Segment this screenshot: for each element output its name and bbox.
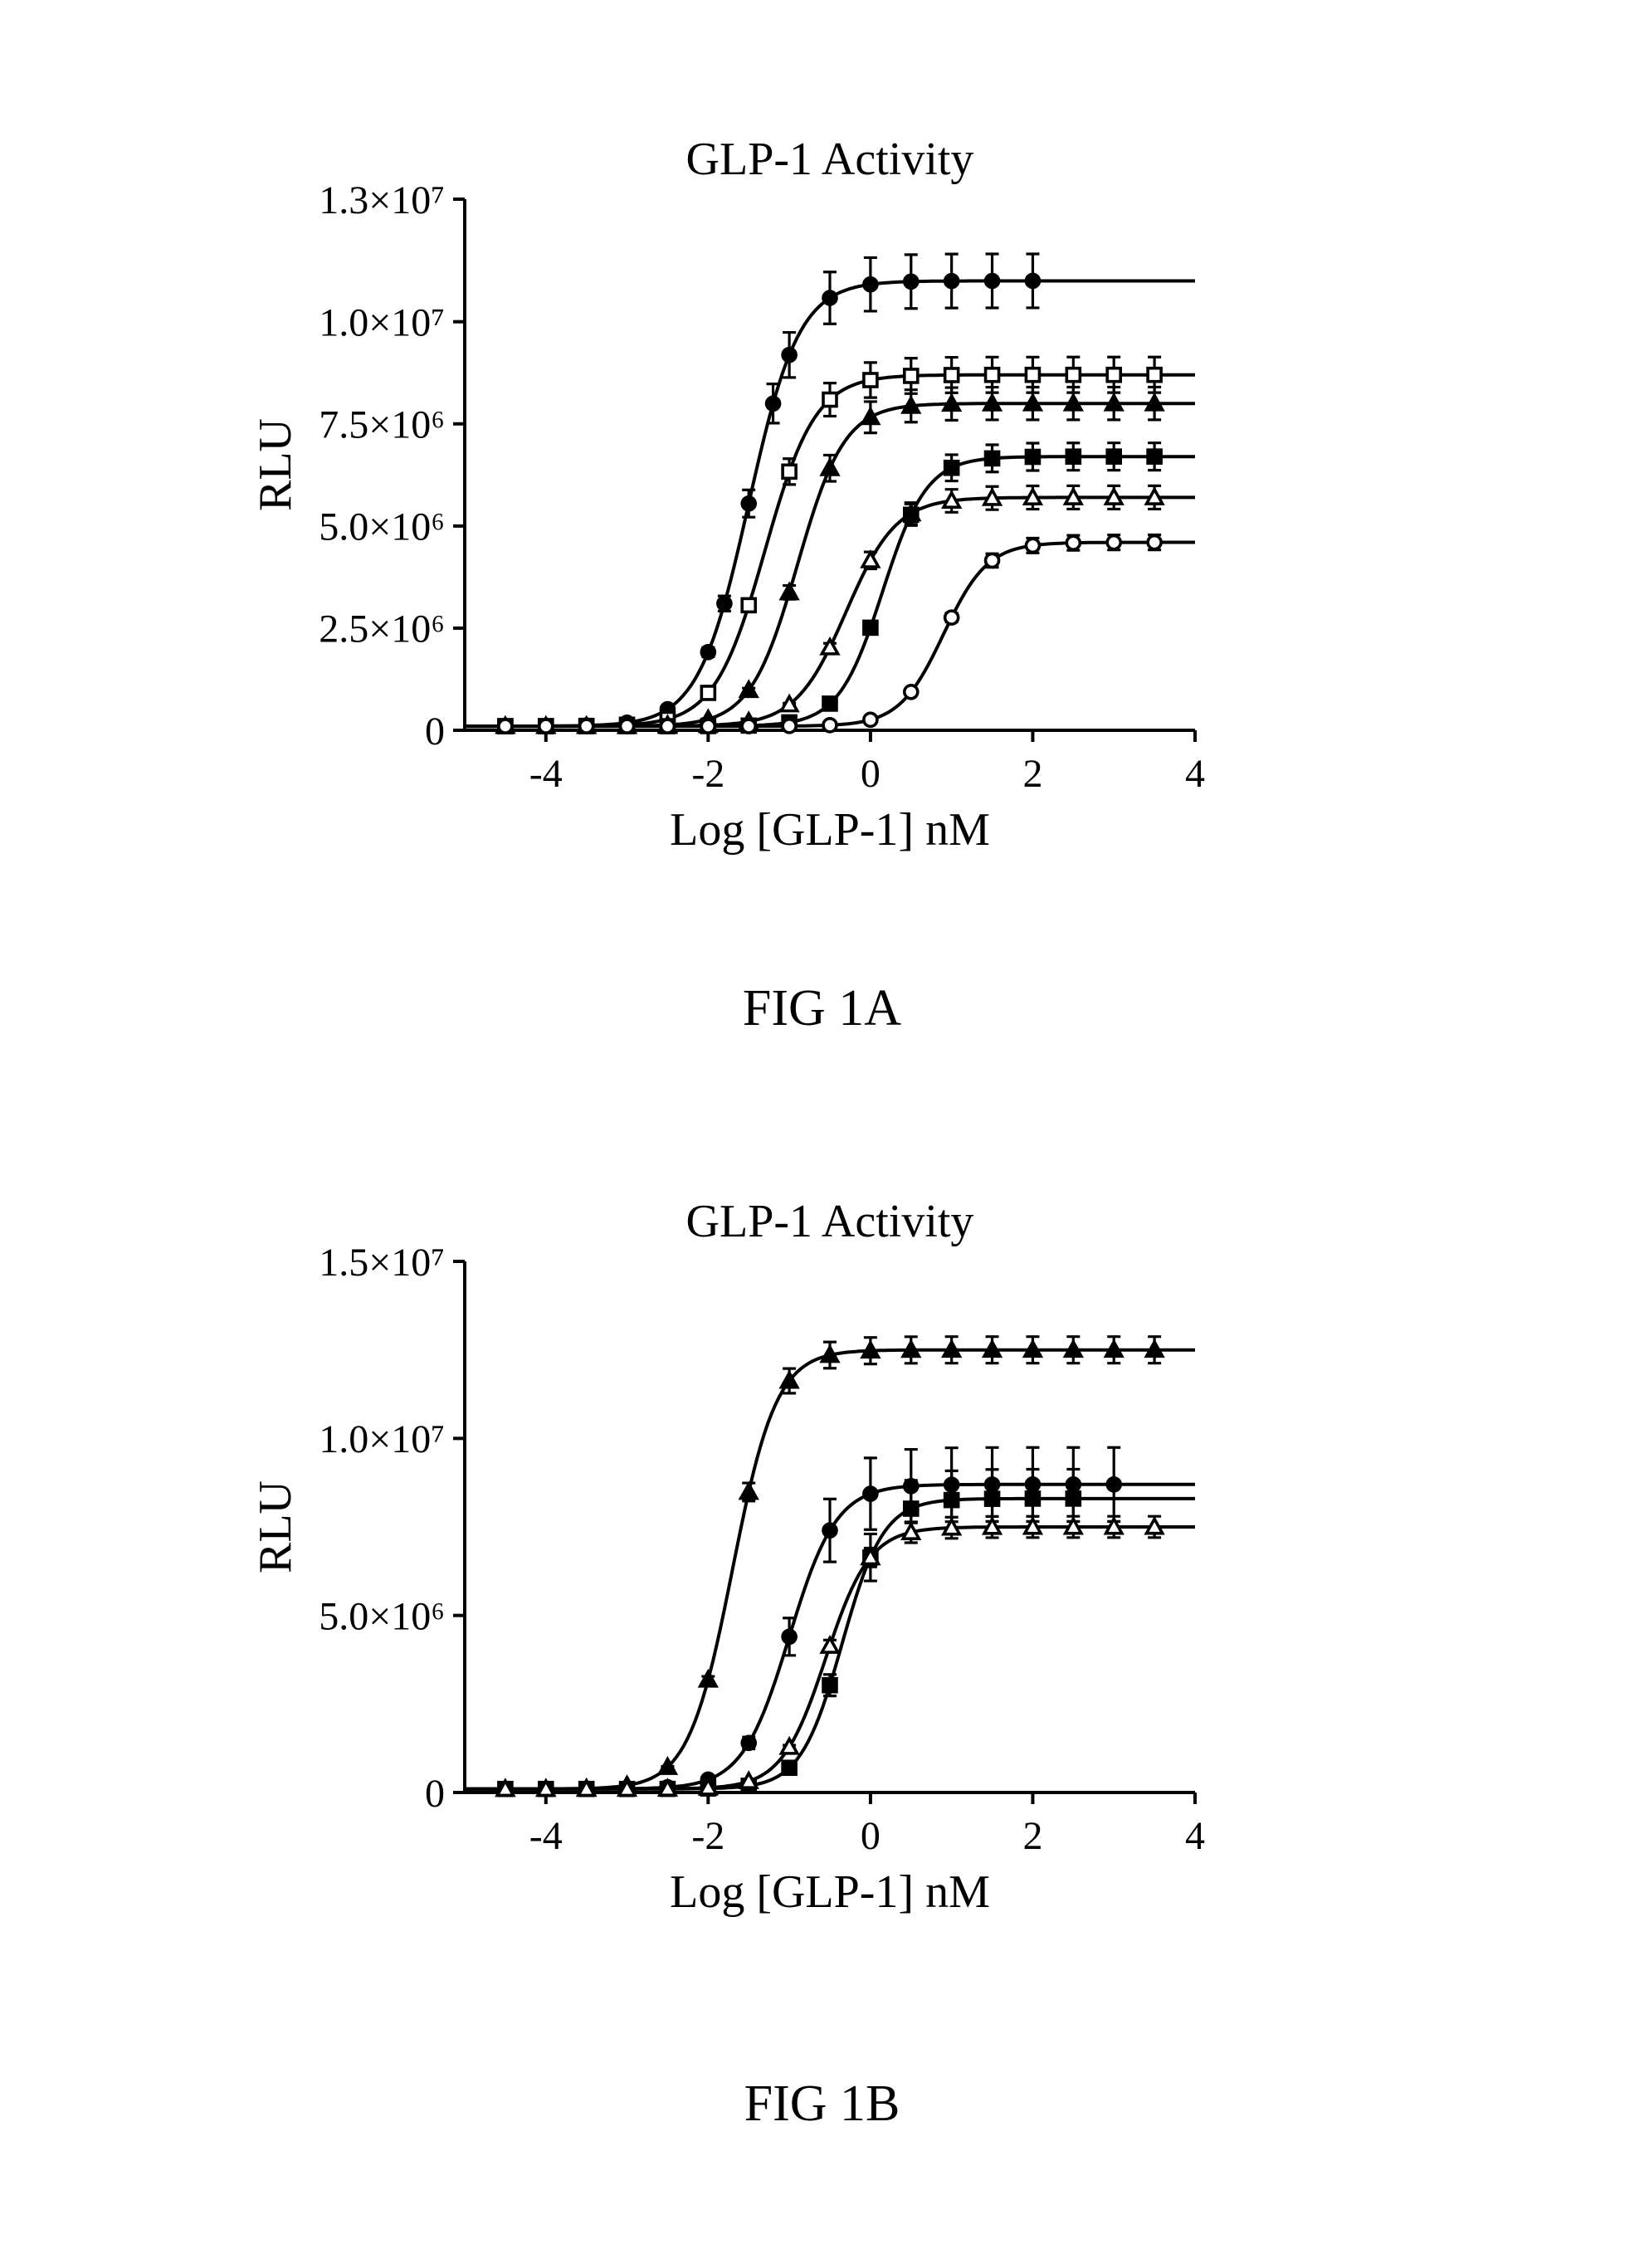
y-tick-label: 1.0×10⁷ bbox=[319, 1417, 445, 1461]
figure-label-1a: FIG 1A bbox=[0, 979, 1644, 1038]
chart-fig-1b: GLP-1 Activity -4 -2 0 2 4 0 5.0×10⁶ 1.0×10⁷ 1.5×… bbox=[249, 1178, 1245, 1925]
x-tick-label: 2 bbox=[1022, 1814, 1042, 1858]
y-tick-label: 0 bbox=[425, 1772, 445, 1816]
series-curve-open-square bbox=[465, 375, 1195, 726]
x-tick-label: -2 bbox=[691, 1814, 724, 1858]
series-points-open-square bbox=[499, 357, 1161, 733]
panel-fig-1b: GLP-1 Activity -4 -2 0 2 4 0 5.0×10⁶ 1.0×10⁷ 1.5×… bbox=[249, 1178, 1245, 1925]
x-tick-label: -2 bbox=[691, 752, 724, 796]
x-tick-label: 2 bbox=[1022, 752, 1042, 796]
series-curve-filled-circle bbox=[465, 281, 1195, 727]
y-tick-label: 1.3×10⁷ bbox=[319, 178, 445, 222]
figure-label-1b: FIG 1B bbox=[0, 2075, 1644, 2134]
series-curve-open-triangle bbox=[465, 497, 1195, 726]
x-axis-label: Log [GLP-1] nM bbox=[670, 1866, 990, 1918]
x-tick-label: 0 bbox=[861, 1814, 881, 1858]
x-tick-label: -4 bbox=[529, 752, 563, 796]
series-points-filled-triangle bbox=[497, 387, 1162, 732]
y-tick-label: 1.0×10⁷ bbox=[319, 300, 445, 344]
y-axis-label: RLU bbox=[250, 1480, 301, 1573]
x-tick-label: 4 bbox=[1185, 752, 1205, 796]
x-tick-label: 0 bbox=[861, 752, 881, 796]
y-tick-label: 5.0×10⁶ bbox=[319, 505, 445, 549]
series-curve-open-triangle bbox=[465, 1527, 1195, 1789]
x-tick-label: -4 bbox=[529, 1814, 563, 1858]
y-tick-label: 1.5×10⁷ bbox=[319, 1241, 445, 1285]
x-tick-label: 4 bbox=[1185, 1814, 1205, 1858]
series-points-filled-square bbox=[499, 443, 1161, 733]
series-points-filled-circle bbox=[499, 254, 1040, 733]
y-tick-label: 2.5×10⁶ bbox=[319, 607, 445, 651]
series-points-filled-triangle bbox=[497, 1337, 1162, 1796]
y-axis-label: RLU bbox=[250, 418, 301, 511]
chart-title: GLP-1 Activity bbox=[686, 134, 974, 185]
y-tick-label: 0 bbox=[425, 710, 445, 754]
y-tick-label: 7.5×10⁶ bbox=[319, 403, 445, 447]
y-tick-label: 5.0×10⁶ bbox=[319, 1594, 445, 1638]
x-axis-label: Log [GLP-1] nM bbox=[670, 804, 990, 856]
chart-fig-1a: GLP-1 Activity -4 -2 0 2 4 0 2.5×10⁶ 5.0×10⁶ 7.5×… bbox=[249, 116, 1245, 863]
chart-title: GLP-1 Activity bbox=[686, 1196, 974, 1247]
page: GLP-1 Activity -4 -2 0 2 4 0 2.5×10⁶ 5.0×10⁶ 7.5×… bbox=[0, 0, 1644, 2268]
panel-fig-1a: GLP-1 Activity -4 -2 0 2 4 0 2.5×10⁶ 5.0×10⁶ 7.5×… bbox=[249, 116, 1245, 863]
series-curve-filled-triangle bbox=[465, 1350, 1195, 1789]
series-curve-filled-triangle bbox=[465, 403, 1195, 726]
